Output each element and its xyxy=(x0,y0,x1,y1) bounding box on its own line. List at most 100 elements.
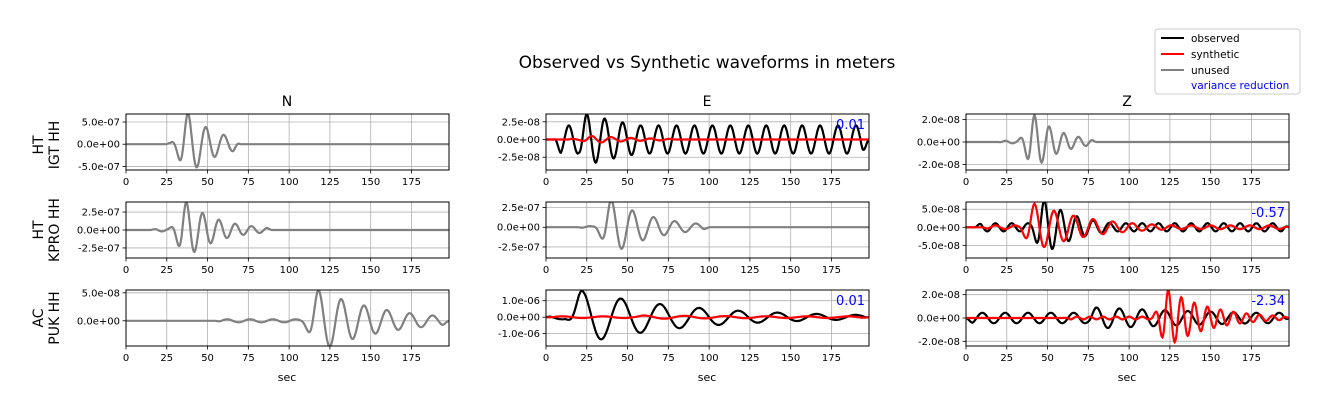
panel-z-2-xtick-label: 0 xyxy=(963,353,969,364)
panel-z-2-xtick-label: 100 xyxy=(1120,353,1139,364)
panel-e-0: 0 25 50 75 100 125 150 175 -2.5e-08 0.0e+00 2.5e-0… xyxy=(497,113,870,188)
panel-e-0-ytick-label: -2.5e-08 xyxy=(498,153,540,164)
panel-z-1-xtick-label: 50 xyxy=(1041,265,1054,276)
panel-z-0-frame xyxy=(965,113,1290,171)
panel-e-1-ytick-label: -2.5e-07 xyxy=(498,242,540,253)
panel-e-2-frame xyxy=(545,289,870,347)
legend-label-observed: observed xyxy=(1191,33,1240,45)
panel-n-1-frame xyxy=(125,201,450,259)
panel-e-1-frame xyxy=(545,201,870,259)
panel-e-2-xtick-label: 0 xyxy=(543,353,549,364)
panel-n-2-ytick-label: 5.0e-08 xyxy=(82,288,120,299)
panel-n-1-xtick-label: 50 xyxy=(201,265,214,276)
panel-n-2-xtick-label: 150 xyxy=(361,353,380,364)
panel-n-2-xtick-label: 175 xyxy=(402,353,421,364)
panel-z-0-ytick-label: 0.0e+00 xyxy=(917,138,960,149)
panel-z-0-xtick-label: 50 xyxy=(1041,177,1054,188)
panel-e-2-xtick-label: 25 xyxy=(580,353,593,364)
panel-z-0-xtick-label: 25 xyxy=(1000,177,1013,188)
panel-e-0-xtick-label: 175 xyxy=(822,177,841,188)
panel-n-2-ytick-label: 0.0e+00 xyxy=(77,316,120,327)
panel-z-2-xtick-label: 125 xyxy=(1160,353,1179,364)
x-axis-label-z: sec xyxy=(1118,371,1137,384)
panel-e-2-variance-reduction: 0.01 xyxy=(836,294,865,309)
panel-n-2-xtick-label: 75 xyxy=(242,353,255,364)
panel-z-0-ytick-label: 2.0e-08 xyxy=(922,115,960,126)
panel-z-2-frame xyxy=(965,289,1290,347)
panel-n-0-series-unused xyxy=(126,114,449,169)
panel-e-2-xtick-label: 100 xyxy=(700,353,719,364)
panel-n-0-xtick-label: 175 xyxy=(402,177,421,188)
panel-e-1-xtick-label: 175 xyxy=(822,265,841,276)
panel-n-0-ytick-label: 0.0e+00 xyxy=(77,140,120,151)
panel-z-2-ytick-label: 2.0e-08 xyxy=(922,290,960,301)
panel-n-1: 0 25 50 75 100 125 150 175 -2.5e-07 0.0e+00 2.5e-0… xyxy=(77,201,450,276)
panel-z-2-xtick-label: 175 xyxy=(1242,353,1261,364)
panel-z-0-xtick-label: 100 xyxy=(1120,177,1139,188)
panel-n-2-xtick-label: 25 xyxy=(160,353,173,364)
panel-e-1-xtick-label: 25 xyxy=(580,265,593,276)
panel-z-2-xtick-label: 75 xyxy=(1082,353,1095,364)
panel-z-1-xtick-label: 175 xyxy=(1242,265,1261,276)
panel-z-2-xtick-label: 50 xyxy=(1041,353,1054,364)
panel-z-1-xtick-label: 75 xyxy=(1082,265,1095,276)
panel-e-1-ytick-label: 2.5e-07 xyxy=(502,203,540,214)
x-axis-label-e: sec xyxy=(698,371,717,384)
panel-e-0-xtick-label: 125 xyxy=(740,177,759,188)
panel-n-0-ytick-label: -5.0e-07 xyxy=(78,162,120,173)
panel-e-2: 0 25 50 75 100 125 150 175 -1.0e-06 0.0e+00 1.0e-0… xyxy=(497,289,870,364)
panel-e-2-xtick-label: 150 xyxy=(781,353,800,364)
panel-z-1-ytick-label: -5.0e-08 xyxy=(918,241,960,252)
panel-z-1-xtick-label: 125 xyxy=(1160,265,1179,276)
panel-e-0-ytick-label: 0.0e+00 xyxy=(497,135,540,146)
panel-z-1-xtick-label: 0 xyxy=(963,265,969,276)
panel-e-0-xtick-label: 0 xyxy=(543,177,549,188)
panel-e-1-xtick-label: 0 xyxy=(543,265,549,276)
panel-n-0-xtick-label: 50 xyxy=(201,177,214,188)
panel-z-0-series-unused xyxy=(966,114,1289,165)
row-label-2: AC PUK HH xyxy=(31,291,63,344)
panel-n-0-xtick-label: 150 xyxy=(361,177,380,188)
panel-z-1-xtick-label: 150 xyxy=(1201,265,1220,276)
panel-n-0-ytick-label: 5.0e-07 xyxy=(82,118,120,129)
panel-z-2: 0 25 50 75 100 125 150 175 -2.0e-08 0.0e+00 2.0e-0… xyxy=(917,289,1290,364)
panel-e-0-xtick-label: 75 xyxy=(662,177,675,188)
panel-z-1-variance-reduction: -0.57 xyxy=(1251,206,1285,221)
panel-e-2-xtick-label: 50 xyxy=(621,353,634,364)
panel-e-1-xtick-label: 150 xyxy=(781,265,800,276)
panel-z-0-xtick-label: 75 xyxy=(1082,177,1095,188)
panel-e-2-series-observed xyxy=(546,290,869,341)
panel-n-0-xtick-label: 0 xyxy=(123,177,129,188)
panel-e-0-ytick-label: 2.5e-08 xyxy=(502,117,540,128)
panel-e-1-xtick-label: 100 xyxy=(700,265,719,276)
panel-n-2-background xyxy=(126,290,449,346)
panel-e-0-xtick-label: 25 xyxy=(580,177,593,188)
legend: observed synthetic unused variance reduc… xyxy=(1154,28,1301,95)
row-label-1-line2: KPRO HH xyxy=(47,198,63,262)
panel-e-0-frame xyxy=(545,113,870,171)
panel-n-2-xtick-label: 100 xyxy=(280,353,299,364)
x-axis-label-n: sec xyxy=(278,371,297,384)
panel-z-0-xtick-label: 0 xyxy=(963,177,969,188)
panel-z-1-frame xyxy=(965,201,1290,259)
panel-n-2-xtick-label: 50 xyxy=(201,353,214,364)
panel-n-2-frame xyxy=(125,289,450,347)
panel-n-0-frame xyxy=(125,113,450,171)
legend-label-variance-reduction: variance reduction xyxy=(1191,80,1289,92)
row-label-1-line1: HT xyxy=(31,220,47,240)
panel-e-2-series-synthetic xyxy=(546,314,869,320)
row-label-1: HT KPRO HH xyxy=(31,198,63,262)
panel-e-0-xtick-label: 100 xyxy=(700,177,719,188)
panel-z-2-variance-reduction: -2.34 xyxy=(1251,294,1285,309)
panel-n-1-series-unused xyxy=(126,202,449,254)
panel-n-1-xtick-label: 175 xyxy=(402,265,421,276)
row-label-2-line1: AC xyxy=(31,308,47,327)
panel-e-2-ytick-label: 1.0e-06 xyxy=(502,296,540,307)
panel-n-1-ytick-label: 2.5e-07 xyxy=(82,208,120,219)
panel-e-1-xtick-label: 125 xyxy=(740,265,759,276)
legend-box xyxy=(1154,28,1301,95)
panel-n-2-xtick-label: 0 xyxy=(123,353,129,364)
panel-z-2-ytick-label: -2.0e-08 xyxy=(918,337,960,348)
panel-e-0-series-synthetic xyxy=(546,134,869,144)
